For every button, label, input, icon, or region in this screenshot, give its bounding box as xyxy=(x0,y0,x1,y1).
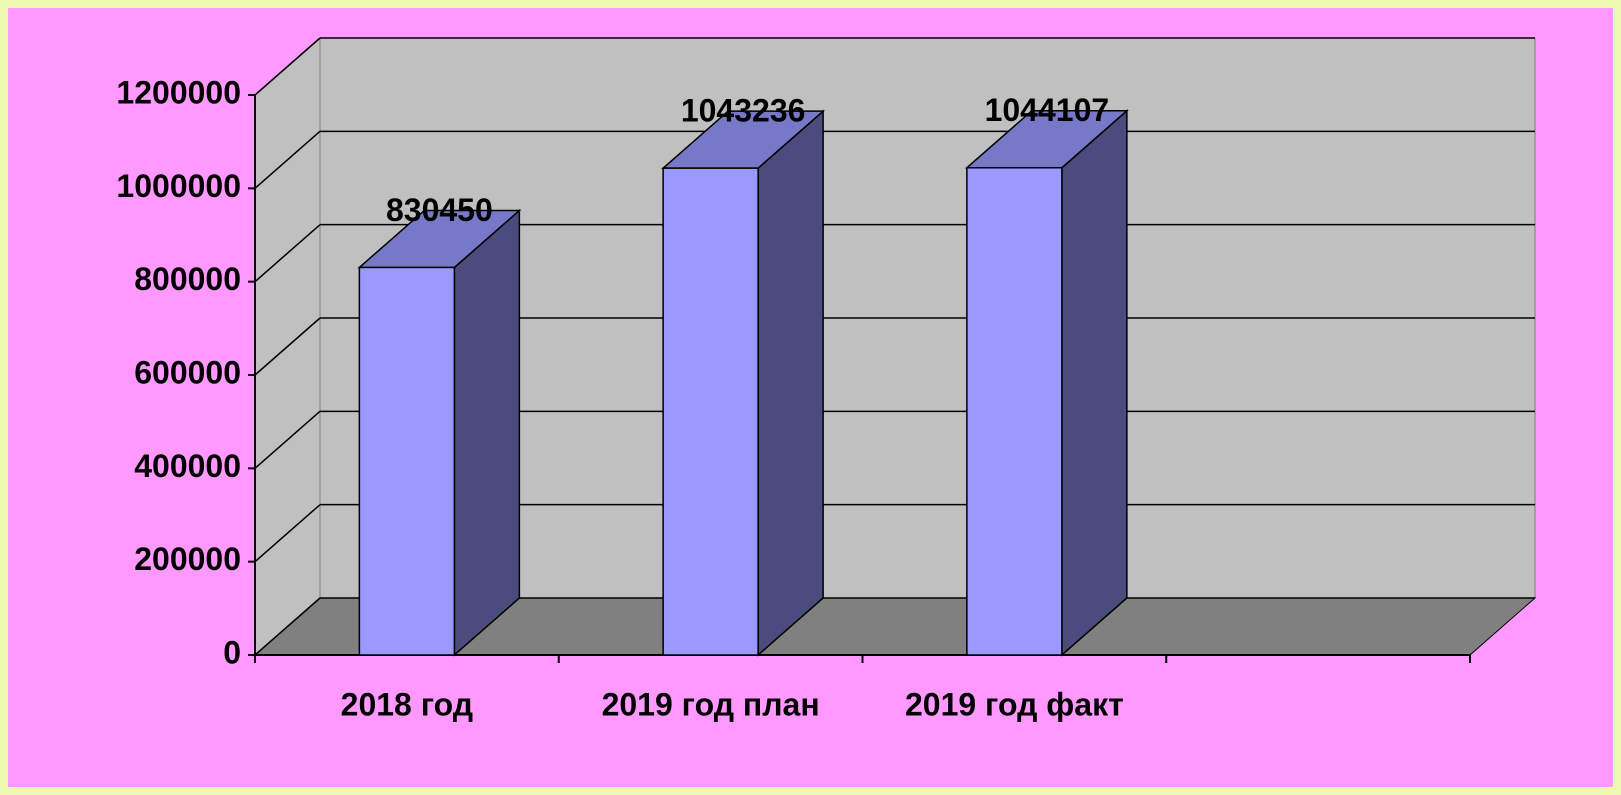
y-tick-label: 0 xyxy=(223,634,241,670)
x-tick-label: 2018 год xyxy=(341,686,473,722)
y-tick-label: 400000 xyxy=(134,448,241,484)
x-tick-label: 2019 год план xyxy=(602,686,820,722)
x-tick-label: 2019 год факт xyxy=(905,686,1124,722)
y-tick-label: 1000000 xyxy=(116,168,241,204)
grid-line xyxy=(254,37,321,96)
y-tick-label: 800000 xyxy=(134,261,241,297)
bar xyxy=(662,167,759,656)
bar xyxy=(966,167,1063,656)
grid-line xyxy=(254,224,321,283)
bar-side xyxy=(757,109,824,657)
y-tick-label: 600000 xyxy=(134,354,241,390)
y-tick-label: 1200000 xyxy=(116,74,241,110)
grid-line xyxy=(254,410,321,469)
grid-line xyxy=(254,504,321,563)
grid-line xyxy=(254,597,321,656)
data-label: 830450 xyxy=(386,192,493,228)
data-label: 1043236 xyxy=(681,93,806,129)
y-tick-label: 200000 xyxy=(134,541,241,577)
bar xyxy=(358,266,456,656)
grid-line xyxy=(254,130,321,189)
grid-line xyxy=(254,317,321,376)
data-label: 1044107 xyxy=(985,92,1110,128)
bar-side xyxy=(1061,109,1128,657)
bar-side xyxy=(453,208,521,657)
